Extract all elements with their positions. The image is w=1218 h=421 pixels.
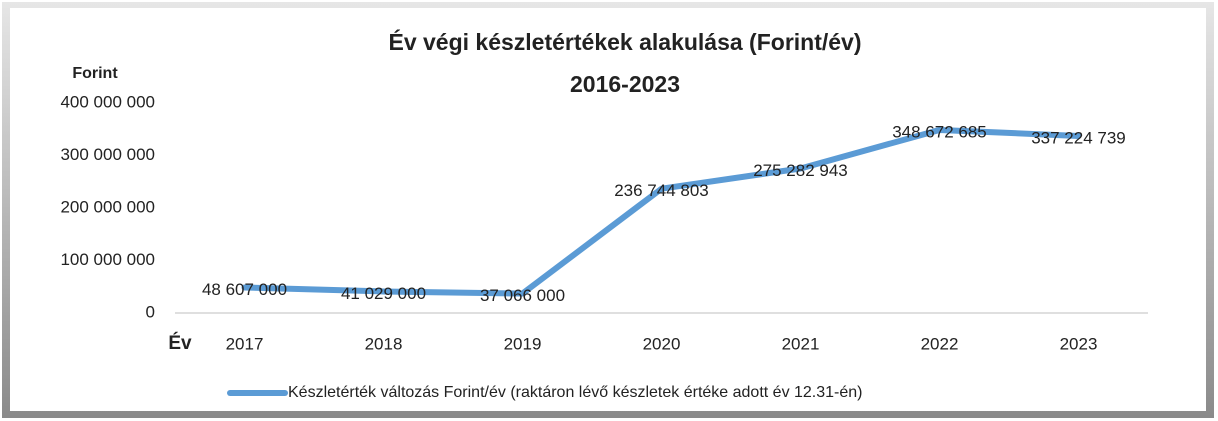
x-axis-title: Év	[168, 332, 192, 354]
chart-area	[10, 8, 1206, 411]
x-tick-label: 2022	[921, 334, 959, 353]
data-label: 41 029 000	[341, 284, 426, 303]
y-tick-label: 0	[146, 302, 155, 321]
data-label: 275 282 943	[753, 161, 848, 180]
y-tick-label: 100 000 000	[60, 250, 155, 269]
y-tick-label: 300 000 000	[60, 145, 155, 164]
y-tick-label: 400 000 000	[60, 92, 155, 111]
data-label: 236 744 803	[614, 181, 709, 200]
x-tick-label: 2020	[643, 334, 681, 353]
y-tick-label: 200 000 000	[60, 197, 155, 216]
chart-subtitle: 2016-2023	[570, 71, 680, 97]
x-tick-label: 2023	[1060, 334, 1098, 353]
legend-label: Készletérték változás Forint/év (raktáro…	[288, 384, 863, 401]
x-tick-label: 2018	[365, 334, 403, 353]
x-tick-label: 2017	[226, 334, 264, 353]
x-tick-label: 2021	[782, 334, 820, 353]
chart-title: Év végi készletértékek alakulása (Forint…	[388, 28, 861, 55]
data-label: 337 224 739	[1031, 128, 1126, 147]
data-label: 348 672 685	[892, 122, 987, 141]
data-label: 37 066 000	[480, 286, 565, 305]
x-tick-label: 2019	[504, 334, 542, 353]
y-axis-title: Forint	[72, 65, 118, 82]
series-line	[241, 126, 1082, 297]
data-label: 48 607 000	[202, 280, 287, 299]
